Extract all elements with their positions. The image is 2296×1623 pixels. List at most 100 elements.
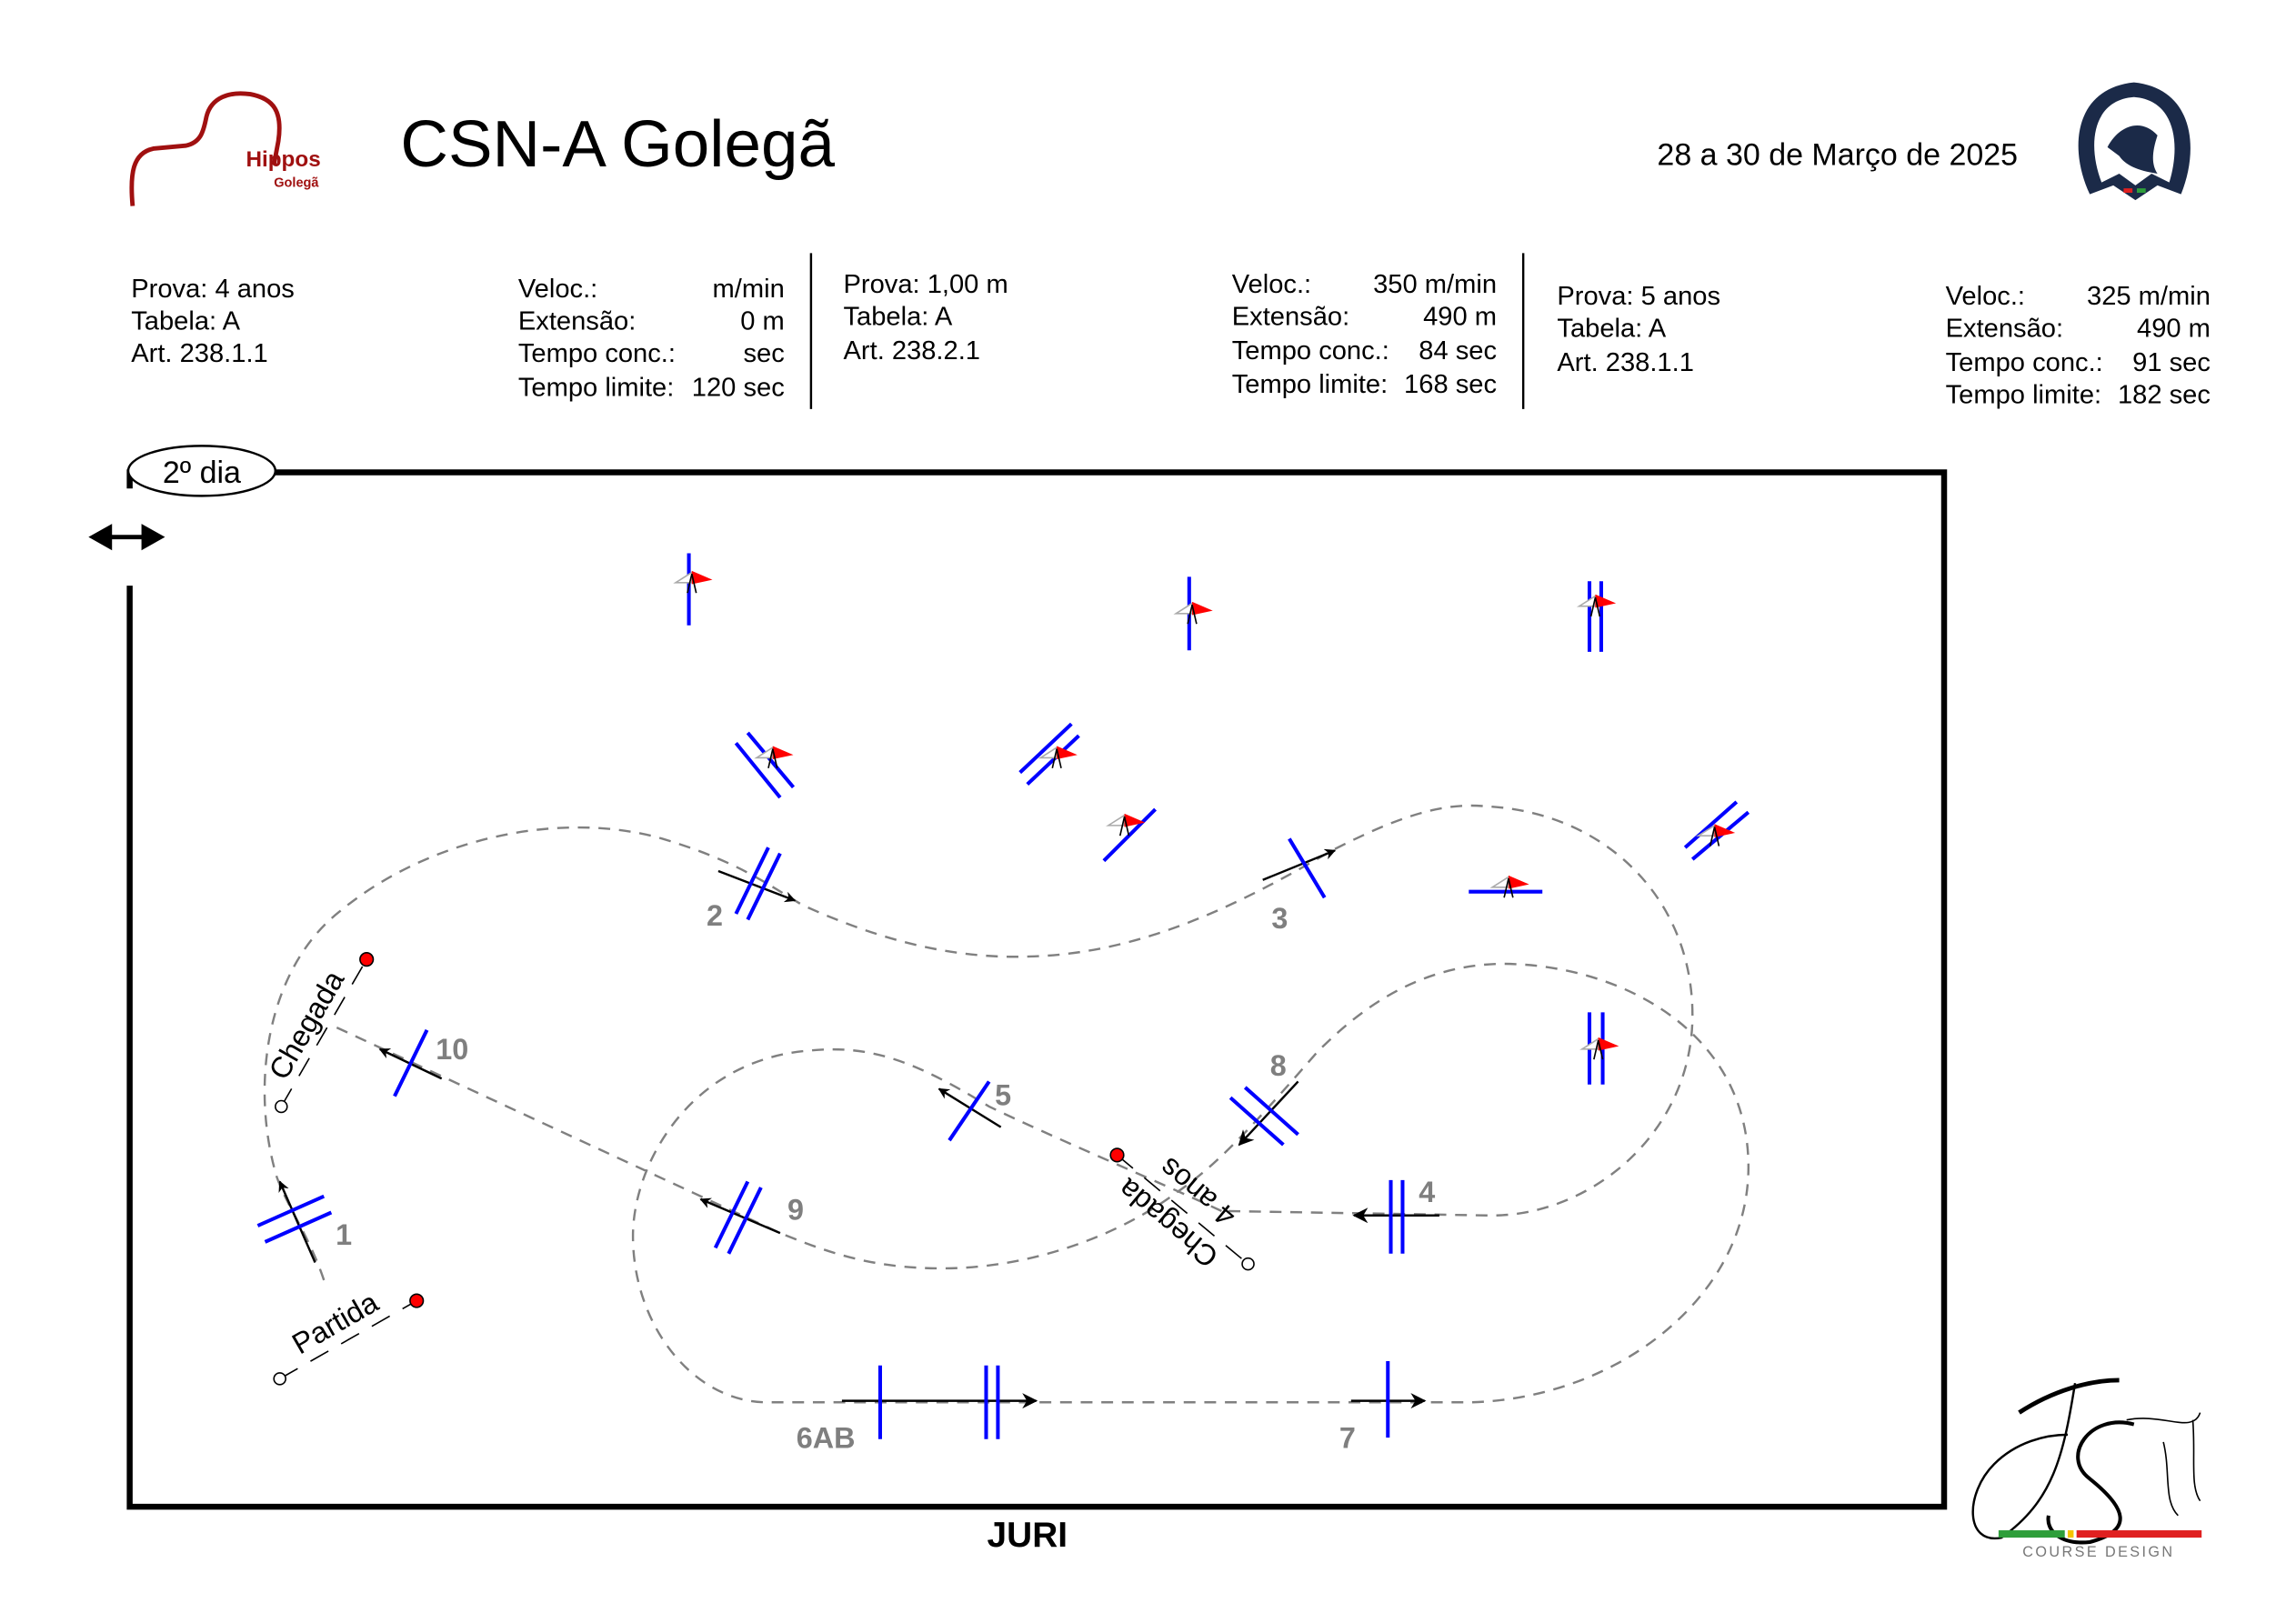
flag-markers <box>673 570 1736 1060</box>
stat-label: Veloc.: <box>518 275 597 304</box>
start-left-marker <box>273 1372 286 1386</box>
stat-value: 182 sec <box>2118 380 2211 409</box>
fence-number: 4 <box>1419 1176 1435 1208</box>
jury-label: JURI <box>988 1516 1068 1555</box>
stat-label: Veloc.: <box>1946 282 2025 311</box>
flag-icon <box>1695 824 1736 847</box>
finish-4-red-marker <box>1109 1147 1125 1163</box>
fence-number: 5 <box>995 1078 1011 1111</box>
hippos-logo-name: Hippos <box>246 147 320 172</box>
stat-value: 168 sec <box>1404 370 1497 399</box>
class-art: Art. 238.2.1 <box>844 336 980 366</box>
stat-label: Tempo conc.: <box>518 339 676 368</box>
fence-6ab: 6AB <box>797 1365 1000 1454</box>
class-tabela: Tabela: A <box>844 303 953 332</box>
stat-label: Tempo conc.: <box>1232 336 1389 366</box>
fence-number: 7 <box>1339 1421 1356 1454</box>
class-info-1: Prova: 4 anos Tabela: A Art. 238.1.1 Vel… <box>131 275 785 402</box>
start-right-marker <box>409 1293 425 1308</box>
fence-5: 5 <box>947 1078 1011 1142</box>
arena: 2º dia JURI <box>88 445 1948 1555</box>
entrance-double-arrow-icon <box>88 524 165 551</box>
finish-right-marker <box>359 952 375 967</box>
stat-label: Tempo limite: <box>1946 380 2101 409</box>
stat-label: Extensão: <box>1232 303 1349 332</box>
fence-4: 4 <box>1389 1176 1435 1254</box>
stat-label: Tempo conc.: <box>1946 348 2103 377</box>
arrow-icon <box>1238 1080 1299 1147</box>
fence-number: 9 <box>787 1194 804 1227</box>
stat-label: Extensão: <box>1946 315 2063 344</box>
finish-line: Chegada <box>263 952 375 1114</box>
stat-label: Tempo limite: <box>1232 370 1388 399</box>
hippos-logo-sub: Golegã <box>274 176 319 191</box>
stat-value: 490 m <box>1423 303 1497 332</box>
arrow-icon <box>1262 848 1337 881</box>
class-prova: Prova: 4 anos <box>131 275 295 304</box>
fence-9: 9 <box>713 1180 804 1255</box>
finish-line-4-anos: Chegada 4 anos <box>1109 1147 1255 1274</box>
flag-icon <box>1173 601 1213 625</box>
stat-value: 84 sec <box>1419 336 1497 366</box>
finish-4-white-marker <box>1241 1257 1255 1271</box>
finish-label: Chegada <box>263 965 351 1085</box>
designer-logo-caption: COURSE DESIGN <box>2022 1544 2174 1560</box>
designer-logo: COURSE DESIGN <box>1971 1378 2202 1560</box>
class-tabela: Tabela: A <box>1557 315 1666 344</box>
federation-logo <box>2078 82 2191 201</box>
fence-number: 3 <box>1271 902 1288 935</box>
arrow-icon <box>717 869 797 903</box>
flag-icon <box>673 570 713 594</box>
start-line: Partida <box>273 1286 425 1386</box>
route-path-main <box>335 962 1750 1404</box>
flag-icon <box>1576 594 1617 617</box>
logo-stripe <box>2076 1530 2202 1538</box>
fence-number: 6AB <box>797 1421 856 1454</box>
fence-number: 8 <box>1270 1049 1287 1082</box>
stat-value: 0 m <box>740 307 785 336</box>
stat-value: 350 m/min <box>1373 270 1497 299</box>
class-tabela: Tabela: A <box>131 307 240 336</box>
class-info-3: Prova: 5 anos Tabela: A Art. 238.1.1 Vel… <box>1557 282 2211 409</box>
stat-value: 490 m <box>2137 315 2211 344</box>
stat-value: m/min <box>713 275 785 304</box>
direction-arrows <box>278 848 1439 1409</box>
fence-10: 10 <box>393 1028 468 1097</box>
flag-icon <box>1489 875 1529 898</box>
stat-label: Veloc.: <box>1232 270 1311 299</box>
fence-2: 2 <box>707 847 782 932</box>
day-badge <box>126 445 277 497</box>
stat-label: Extensão: <box>518 307 636 336</box>
stat-value: 325 m/min <box>2087 282 2211 311</box>
logo-stripe <box>1998 1530 2065 1538</box>
stat-value: sec <box>743 339 784 368</box>
class-art: Art. 238.1.1 <box>1557 348 1694 377</box>
class-prova: Prova: 5 anos <box>1557 282 1720 311</box>
fence-8: 8 <box>1228 1049 1299 1147</box>
stat-label: Tempo limite: <box>518 373 674 402</box>
class-prova: Prova: 1,00 m <box>844 270 1008 299</box>
class-art: Art. 238.1.1 <box>131 339 267 368</box>
fence-7: 7 <box>1339 1360 1390 1454</box>
flag-icon <box>1038 746 1078 768</box>
start-label: Partida <box>286 1286 384 1360</box>
route-path-4-anos <box>263 804 1694 1281</box>
fence-3: 3 <box>1271 837 1327 935</box>
arrow-icon <box>699 1197 781 1235</box>
flag-icon <box>1579 1037 1619 1060</box>
arrow-icon <box>278 1180 316 1263</box>
fence-1: 1 <box>256 1194 352 1251</box>
stat-value: 120 sec <box>692 373 785 402</box>
event-title: CSN-A Golegã <box>400 107 835 181</box>
hippos-logo: Hippos Golegã <box>129 91 321 206</box>
day-label: 2º dia <box>163 456 241 490</box>
spare-fences <box>687 553 1750 1085</box>
class-info-2: Prova: 1,00 m Tabela: A Art. 238.2.1 Vel… <box>844 270 1498 399</box>
logo-stripe <box>2067 1530 2074 1538</box>
stat-value: 91 sec <box>2132 348 2211 377</box>
fence-number: 10 <box>436 1033 468 1066</box>
fence-number: 2 <box>707 899 723 932</box>
fence-number: 1 <box>336 1218 352 1251</box>
event-date: 28 a 30 de Março de 2025 <box>1657 137 2018 172</box>
